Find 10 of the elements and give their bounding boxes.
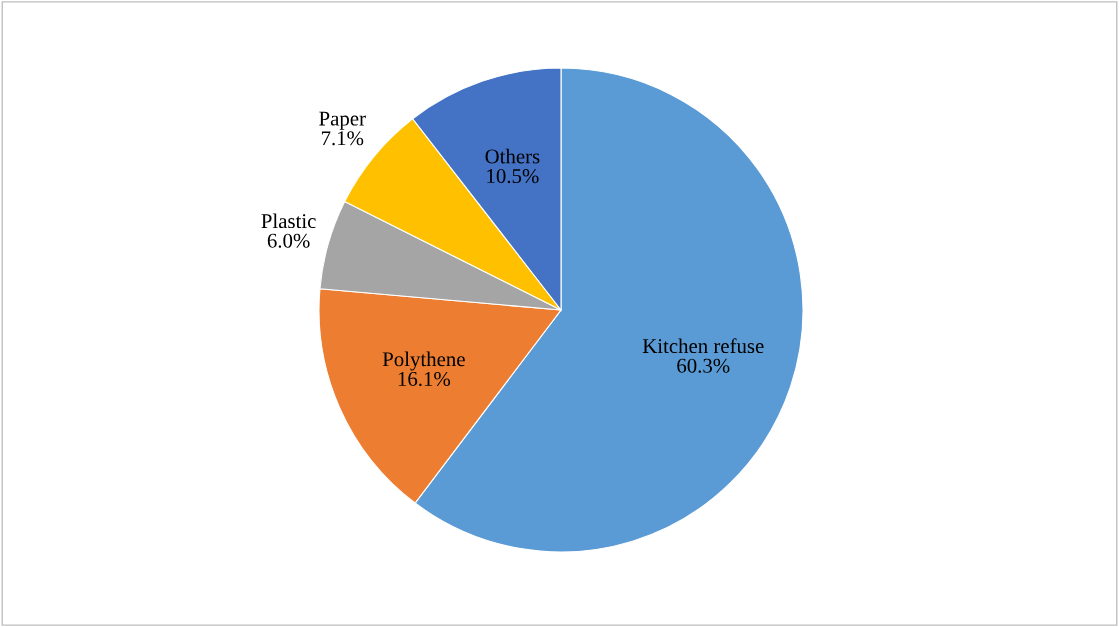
slice-label: Others <box>485 148 540 164</box>
slice-label: Plastic <box>261 213 316 229</box>
slice-label: Kitchen refuse <box>642 338 764 354</box>
data-label: 16.1% <box>398 371 451 387</box>
data-label: 6.0% <box>267 233 310 248</box>
slice-label: Paper <box>319 111 366 130</box>
data-label: 60.3% <box>677 358 730 373</box>
slice-label: Polythene <box>382 351 465 371</box>
data-label: 7.1% <box>321 131 364 146</box>
data-label: 10.5% <box>487 169 539 184</box>
